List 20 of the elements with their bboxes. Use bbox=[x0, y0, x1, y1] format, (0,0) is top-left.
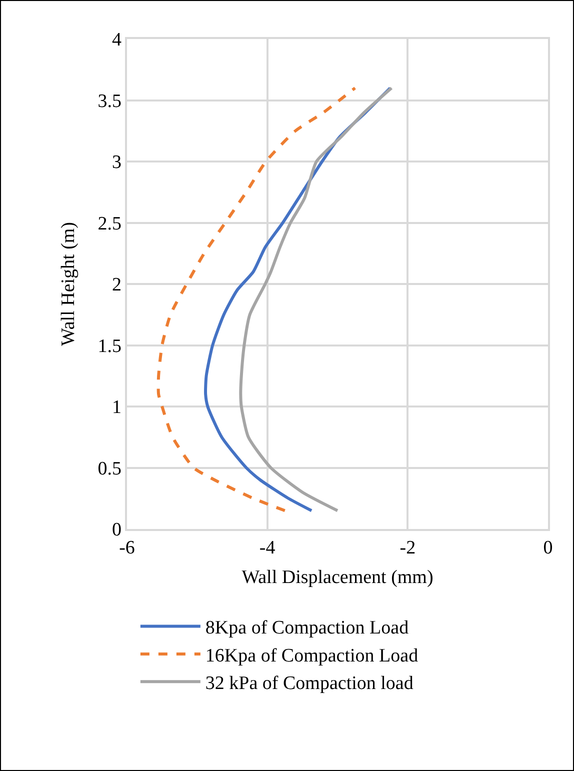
y-tick-label: 1 bbox=[112, 397, 122, 418]
y-tick-label: 4 bbox=[112, 30, 122, 51]
y-tick-label: 2 bbox=[112, 274, 122, 296]
y-axis-title: Wall Height (m) bbox=[58, 222, 80, 346]
x-tick-label: -6 bbox=[119, 538, 135, 559]
y-tick-label: 3.5 bbox=[98, 90, 122, 112]
x-tick-label: 0 bbox=[543, 538, 553, 559]
y-tick-label: 1.5 bbox=[98, 336, 122, 357]
legend-label: 32 kPa of Compaction load bbox=[205, 673, 414, 694]
legend-label: 8Kpa of Compaction Load bbox=[205, 618, 410, 639]
y-tick-label: 0 bbox=[112, 520, 122, 541]
line-series bbox=[239, 86, 394, 512]
x-tick-label: -4 bbox=[259, 538, 276, 559]
legend-label: 16Kpa of Compaction Load bbox=[205, 645, 419, 666]
line-series bbox=[156, 86, 357, 512]
y-tick-label: 3 bbox=[112, 152, 122, 174]
y-tick-label: 2.5 bbox=[98, 213, 122, 234]
x-tick-label: -2 bbox=[400, 538, 416, 559]
y-tick-label: 0.5 bbox=[98, 458, 122, 480]
x-axis-title: Wall Displacement (mm) bbox=[242, 566, 434, 588]
